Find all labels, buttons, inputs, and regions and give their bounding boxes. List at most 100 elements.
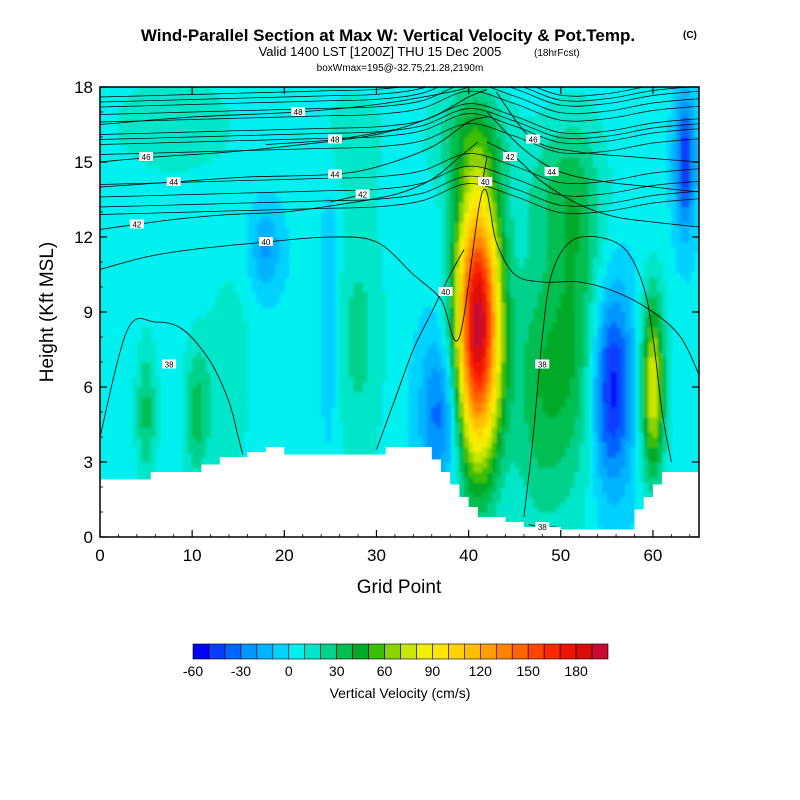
field-cell <box>482 317 488 323</box>
field-cell <box>496 357 502 363</box>
field-cell <box>606 272 613 278</box>
field-cell <box>625 422 631 428</box>
field-cell <box>450 327 456 333</box>
field-cell <box>523 182 530 188</box>
field-cell <box>542 327 548 333</box>
field-cell <box>330 402 336 408</box>
field-cell <box>482 332 488 338</box>
field-cell <box>477 472 484 478</box>
field-cell <box>505 367 511 373</box>
field-cell <box>477 407 484 413</box>
field-cell <box>606 202 613 208</box>
field-cell <box>321 252 327 258</box>
field-cell <box>510 372 516 378</box>
field-cell <box>413 357 419 363</box>
field-cell <box>192 362 198 368</box>
field-cell <box>510 207 516 213</box>
field-cell <box>440 212 447 218</box>
field-cell <box>353 387 359 393</box>
field-cell <box>464 342 470 348</box>
field-cell <box>505 217 511 223</box>
field-cell <box>666 332 672 338</box>
field-cell <box>205 317 212 323</box>
field-cell <box>528 337 534 343</box>
field-cell <box>574 412 580 418</box>
field-cell <box>141 422 147 428</box>
field-cell <box>256 222 262 228</box>
field-cell <box>381 377 387 383</box>
field-cell <box>473 277 479 283</box>
field-cell <box>482 242 488 248</box>
field-cell <box>408 407 414 413</box>
field-cell <box>344 187 350 193</box>
field-cell <box>523 332 530 338</box>
field-cell <box>205 387 212 393</box>
field-cell <box>445 412 451 418</box>
field-cell <box>662 372 668 378</box>
field-cell <box>201 337 207 343</box>
field-cell <box>201 452 207 458</box>
field-cell <box>694 197 699 203</box>
field-cell <box>321 297 327 303</box>
field-cell <box>565 287 571 293</box>
field-cell <box>348 327 355 333</box>
field-cell <box>487 457 493 463</box>
field-cell <box>473 312 479 318</box>
field-cell <box>459 337 465 343</box>
field-cell <box>579 222 585 228</box>
field-cell <box>381 292 387 298</box>
field-cell <box>611 427 617 433</box>
field-cell <box>205 327 212 333</box>
field-cell <box>652 252 659 258</box>
field-cell <box>625 462 631 468</box>
field-cell <box>625 477 631 483</box>
field-cell <box>514 192 520 198</box>
field-cell <box>500 382 507 388</box>
field-cell <box>229 337 235 343</box>
field-cell <box>500 412 507 418</box>
field-cell <box>482 212 488 218</box>
field-cell <box>662 332 668 338</box>
field-cell <box>689 242 695 248</box>
field-cell <box>652 337 659 343</box>
field-cell <box>187 457 193 463</box>
field-cell <box>487 227 493 233</box>
field-cell <box>219 347 226 353</box>
field-cell <box>574 402 580 408</box>
field-cell <box>500 457 507 463</box>
field-cell <box>574 417 580 423</box>
field-cell <box>546 302 553 308</box>
field-cell <box>606 512 613 518</box>
field-cell <box>215 322 221 328</box>
field-cell <box>454 377 460 383</box>
field-cell <box>648 432 654 438</box>
field-cell <box>519 382 525 388</box>
field-cell <box>233 362 239 368</box>
field-cell <box>588 237 594 243</box>
field-cell <box>496 467 502 473</box>
field-cell <box>468 492 474 498</box>
field-cell <box>205 457 212 463</box>
field-cell <box>620 442 626 448</box>
field-cell <box>523 227 530 233</box>
field-cell <box>256 207 262 213</box>
field-cell <box>620 247 626 253</box>
field-cell <box>344 272 350 278</box>
field-cell <box>229 312 235 318</box>
field-cell <box>523 317 530 323</box>
field-cell <box>362 382 368 388</box>
field-cell <box>477 327 484 333</box>
field-cell <box>344 217 350 223</box>
field-cell <box>477 447 484 453</box>
field-cell <box>468 437 474 443</box>
field-cell <box>487 452 493 458</box>
field-cell <box>431 422 437 428</box>
field-cell <box>597 227 603 233</box>
field-cell <box>321 342 327 348</box>
field-cell <box>546 332 553 338</box>
field-cell <box>514 372 520 378</box>
field-cell <box>542 227 548 233</box>
field-cell <box>588 242 594 248</box>
field-cell <box>468 172 474 178</box>
field-cell <box>362 287 368 293</box>
